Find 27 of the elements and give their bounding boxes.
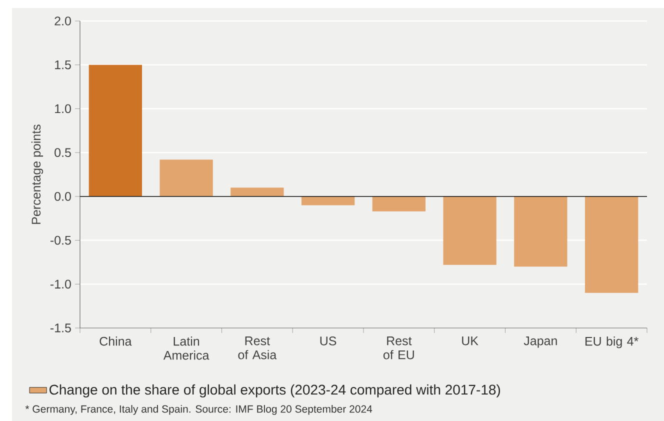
y-axis-title: Percentage points: [31, 124, 44, 224]
legend-label: Change on the share of global exports (2023-24 compared with 2017-18): [50, 384, 500, 398]
y-tick-label: 0.0: [54, 192, 71, 201]
x-tick-label: Rest of Asia: [238, 336, 277, 360]
bar: [230, 188, 284, 196]
bar: [584, 196, 638, 293]
y-tick-label: 0.5: [54, 148, 71, 157]
y-tick-label: -1.0: [50, 280, 71, 289]
y-tick-label: 1.0: [55, 104, 71, 114]
x-tick-label: Japan: [524, 336, 557, 348]
bar: [443, 196, 496, 265]
x-tick-label: China: [100, 336, 132, 346]
x-tick-label: EU big 4*: [585, 336, 638, 348]
bar: [372, 196, 426, 212]
bar: [514, 196, 568, 267]
x-tick-label: Latin America: [163, 336, 210, 360]
bar: [301, 196, 355, 206]
y-tick-label: -0.5: [50, 236, 71, 245]
y-tick-label: 2.0: [54, 16, 71, 26]
bar: [160, 160, 213, 196]
x-tick-label: Rest of EU: [383, 336, 414, 360]
x-tick-label: UK: [462, 336, 478, 346]
y-tick-label: 1.5: [55, 60, 71, 70]
y-tick-label: -1.5: [50, 324, 71, 332]
text: * Germany, France, Italy and Spain. Source: IMF Blog 20 September 2024: [25, 405, 372, 415]
x-tick-label: US: [320, 336, 336, 346]
bar: [88, 64, 142, 196]
